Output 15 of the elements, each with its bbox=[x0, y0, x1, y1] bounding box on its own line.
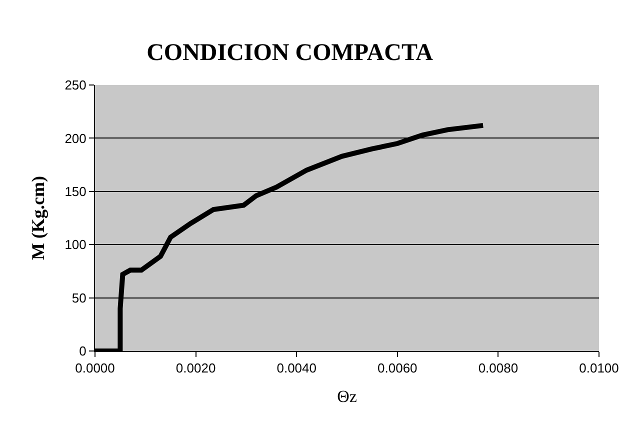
y-tick-label: 250 bbox=[64, 78, 86, 93]
y-tick-label: 0 bbox=[79, 344, 86, 359]
y-axis-title: M (Kg.cm) bbox=[28, 176, 48, 260]
y-tick-label: 100 bbox=[64, 237, 86, 252]
x-tick-label: 0.0000 bbox=[75, 360, 115, 376]
x-axis-title: Θz bbox=[337, 387, 358, 406]
x-tick-label: 0.0060 bbox=[378, 360, 418, 376]
x-tick-label: 0.0040 bbox=[276, 360, 316, 376]
y-tick-label: 200 bbox=[64, 130, 86, 146]
y-tick-label: 50 bbox=[72, 290, 86, 306]
x-tick-label: 0.0100 bbox=[579, 360, 619, 376]
chart-title: CONDICION COMPACTA bbox=[146, 40, 434, 66]
x-tick-label: 0.0080 bbox=[478, 360, 518, 376]
y-tick-label: 150 bbox=[64, 184, 86, 199]
x-tick-label: 0.0020 bbox=[176, 360, 216, 376]
